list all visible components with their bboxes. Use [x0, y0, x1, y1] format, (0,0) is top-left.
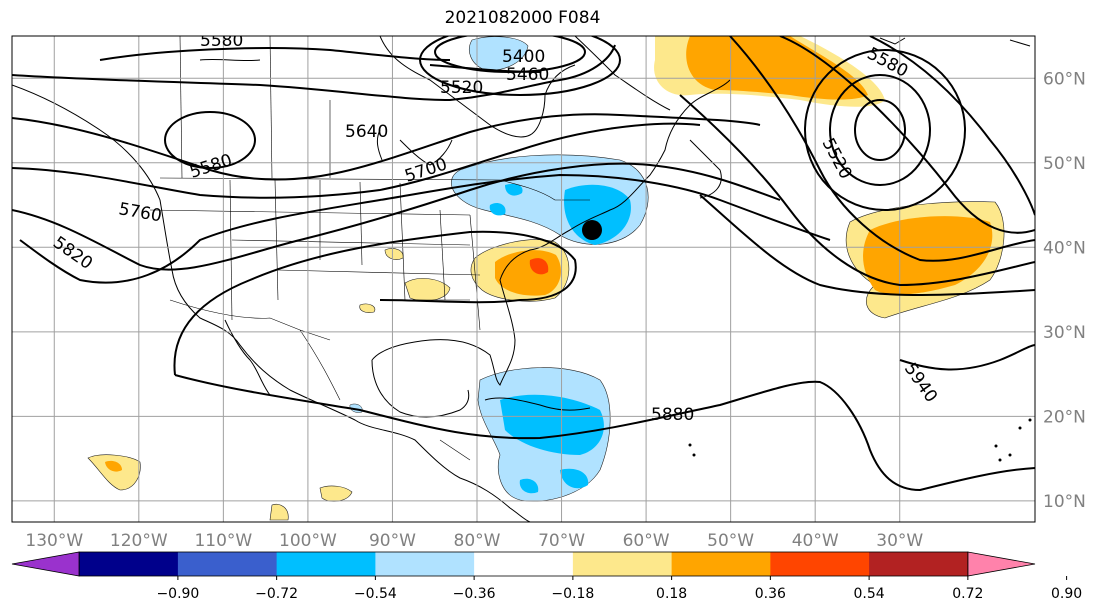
map-title: 2021082000 F084 — [444, 8, 601, 28]
colorbar-segment — [375, 552, 475, 576]
longitude-tick-label: 60°W — [623, 531, 670, 551]
colorbar-segment — [474, 552, 574, 576]
contour-label: 5460 — [506, 65, 549, 85]
latitude-tick-label: 40°N — [1043, 238, 1086, 258]
latitude-tick-label: 30°N — [1043, 323, 1086, 343]
colorbar-tick-label: −0.72 — [255, 586, 298, 602]
colorbar-segment — [276, 552, 376, 576]
contour-label: 5400 — [502, 47, 545, 67]
islands — [582, 220, 1032, 462]
height-contours — [12, 36, 1035, 492]
longitude-tick-label: 80°W — [454, 531, 501, 551]
colorbar-segment — [177, 552, 278, 576]
contour-label: 5580 — [200, 31, 243, 51]
colorbar-segment — [79, 552, 179, 576]
colorbar-segment — [869, 552, 969, 576]
latitude-tick-label: 20°N — [1043, 407, 1086, 427]
longitude-tick-label: 120°W — [110, 531, 168, 551]
colorbar-tick-label: −0.36 — [453, 586, 496, 602]
colorbar-tick-label: 0.18 — [656, 586, 687, 602]
longitude-tick-label: 100°W — [279, 531, 337, 551]
longitude-tick-labels: 130°W 120°W 110°W 100°W 90°W 80°W 70°W 60°W 50°W… — [25, 531, 923, 551]
latitude-tick-label: 60°N — [1043, 69, 1086, 89]
colorbar-segment — [572, 552, 673, 576]
longitude-tick-label: 30°W — [876, 531, 923, 551]
colorbar-tick-label: −0.54 — [354, 586, 397, 602]
longitude-tick-label: 130°W — [25, 531, 83, 551]
colorbar-tick-label: −0.90 — [156, 586, 199, 602]
coastlines — [12, 36, 1031, 522]
colorbar-tick-label: 0.36 — [755, 586, 786, 602]
colorbar-frame — [78, 551, 969, 577]
longitude-tick-label: 40°W — [792, 531, 839, 551]
colorbar-tick-label: 0.54 — [854, 586, 885, 602]
longitude-tick-label: 50°W — [707, 531, 754, 551]
contour-label: 5880 — [651, 405, 694, 425]
colorbar-extend-high — [967, 551, 1036, 577]
latitude-tick-labels: 10°N 20°N 30°N 40°N 50°N 60°N — [1043, 69, 1086, 512]
colorbar-segment — [671, 552, 771, 576]
contour-label: 5520 — [440, 78, 483, 98]
map-frame — [11, 35, 1036, 523]
colorbar-segment — [770, 552, 870, 576]
longitude-tick-label: 110°W — [194, 531, 252, 551]
longitude-tick-label: 70°W — [538, 531, 585, 551]
colorbar: −0.90 −0.72 −0.54 −0.36 −0.18 0.18 0.36 0.54 0.7… — [11, 551, 1082, 602]
colorbar-tick-label: −0.18 — [551, 586, 594, 602]
colorbar-tick-label: 0.90 — [1051, 586, 1082, 602]
colorbar-tick-label: 0.72 — [952, 586, 983, 602]
colorbar-extend-low — [11, 551, 80, 577]
latitude-tick-label: 50°N — [1043, 154, 1086, 174]
latitude-tick-label: 10°N — [1043, 492, 1086, 512]
contour-label: 5640 — [345, 122, 388, 142]
longitude-tick-label: 90°W — [369, 531, 416, 551]
